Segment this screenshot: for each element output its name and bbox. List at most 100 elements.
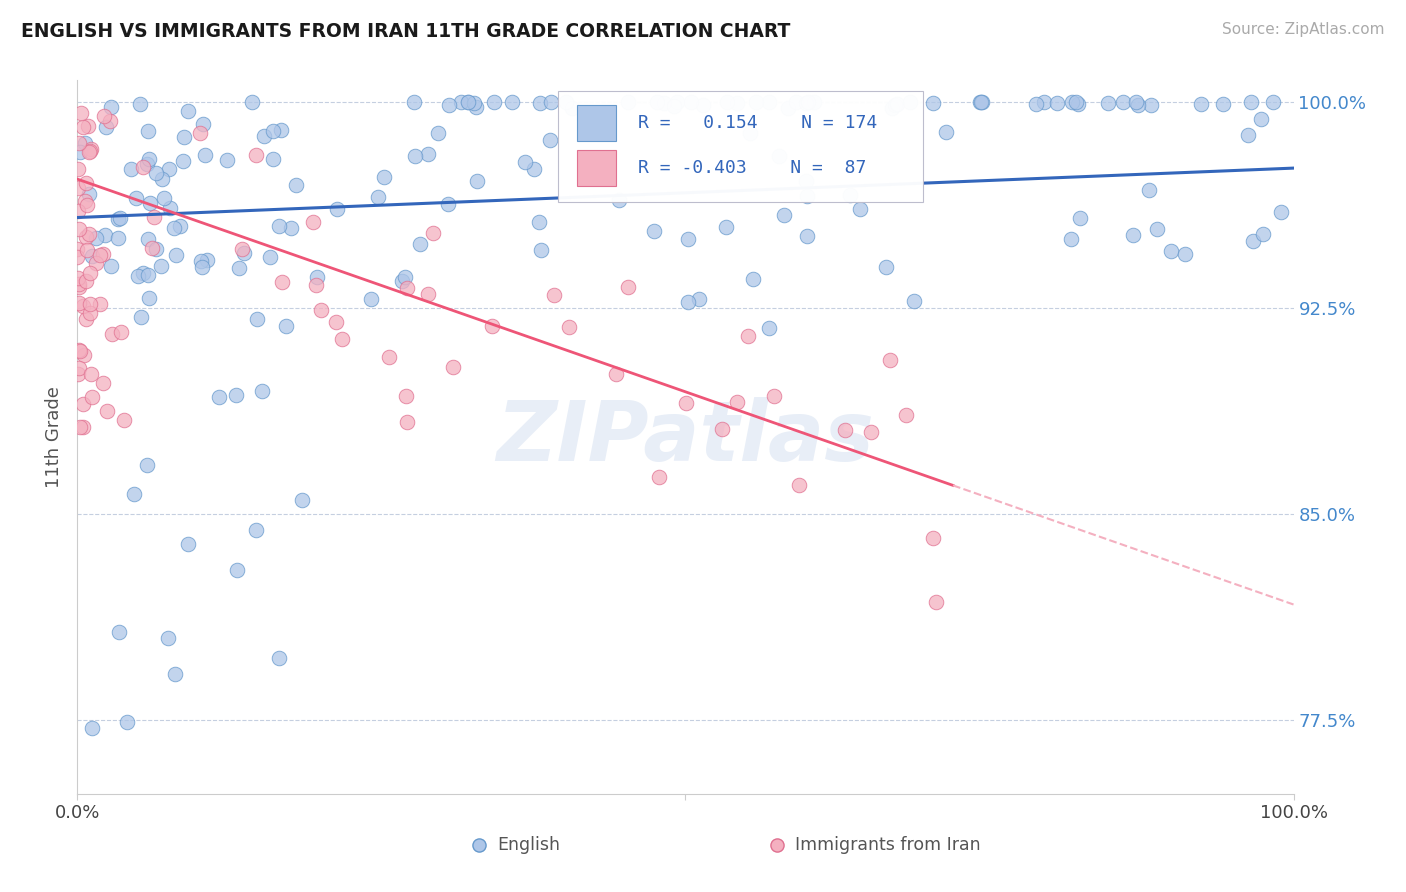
- Point: [530, 243, 553, 257]
- Point: [330, 332, 353, 346]
- Point: [1060, 95, 1083, 110]
- Point: [259, 250, 281, 264]
- Point: [540, 95, 562, 110]
- Point: [1025, 96, 1047, 111]
- Point: [797, 95, 820, 110]
- Point: [725, 394, 748, 409]
- Point: [970, 95, 993, 110]
- Point: [758, 95, 780, 110]
- Point: [886, 96, 908, 111]
- Point: [360, 292, 382, 306]
- Point: [457, 95, 479, 110]
- Point: [1137, 183, 1160, 197]
- Point: [894, 408, 917, 422]
- Point: [725, 96, 748, 111]
- Point: [1250, 112, 1272, 126]
- Point: [617, 279, 640, 293]
- Point: [66, 250, 89, 264]
- Text: R =   0.154    N = 174: R = 0.154 N = 174: [638, 114, 877, 132]
- Point: [513, 154, 536, 169]
- Point: [935, 124, 957, 138]
- Point: [1128, 98, 1150, 112]
- Point: [276, 319, 298, 334]
- Point: [66, 242, 89, 256]
- Point: [127, 269, 149, 284]
- Point: [744, 95, 766, 110]
- Point: [395, 415, 418, 429]
- Point: [245, 523, 267, 537]
- Point: [776, 101, 799, 115]
- Point: [76, 198, 98, 212]
- Point: [165, 248, 187, 262]
- Point: [193, 148, 215, 162]
- Point: [191, 260, 214, 274]
- Point: [1146, 222, 1168, 236]
- Point: [1270, 204, 1292, 219]
- Point: [225, 563, 247, 577]
- Point: [138, 292, 160, 306]
- Point: [409, 237, 432, 252]
- Point: [108, 211, 131, 226]
- Point: [79, 145, 101, 159]
- Point: [450, 95, 472, 110]
- Point: [834, 423, 856, 437]
- Text: ENGLISH VS IMMIGRANTS FROM IRAN 11TH GRADE CORRELATION CHART: ENGLISH VS IMMIGRANTS FROM IRAN 11TH GRA…: [21, 22, 790, 41]
- Point: [149, 259, 172, 273]
- Point: [77, 187, 100, 202]
- Point: [762, 389, 785, 403]
- Point: [373, 170, 395, 185]
- Point: [404, 148, 426, 162]
- Point: [67, 136, 90, 150]
- Point: [195, 252, 218, 267]
- Point: [250, 384, 273, 399]
- Point: [100, 326, 122, 341]
- Point: [73, 348, 96, 362]
- Point: [269, 651, 291, 665]
- Point: [465, 100, 488, 114]
- Point: [325, 315, 347, 329]
- Point: [79, 297, 101, 311]
- Point: [1160, 244, 1182, 258]
- Point: [138, 268, 160, 283]
- Point: [1097, 95, 1119, 110]
- Point: [215, 153, 238, 168]
- Point: [378, 351, 401, 365]
- Point: [150, 172, 173, 186]
- Point: [710, 422, 733, 436]
- Point: [652, 96, 675, 111]
- Text: English: English: [496, 837, 560, 855]
- Point: [884, 98, 907, 112]
- Point: [501, 95, 523, 110]
- Point: [115, 714, 138, 729]
- Point: [80, 367, 103, 381]
- Point: [75, 230, 97, 244]
- Point: [80, 391, 103, 405]
- Point: [107, 212, 129, 227]
- Point: [270, 275, 292, 289]
- Text: R = -0.403    N =  87: R = -0.403 N = 87: [638, 159, 866, 177]
- Point: [136, 124, 159, 138]
- Point: [142, 211, 165, 225]
- Point: [1212, 97, 1234, 112]
- Point: [773, 208, 796, 222]
- Point: [422, 226, 444, 240]
- Point: [481, 319, 503, 334]
- Point: [84, 256, 107, 270]
- Point: [100, 260, 122, 274]
- Point: [465, 174, 488, 188]
- Point: [69, 145, 91, 160]
- Point: [523, 162, 546, 177]
- Point: [69, 344, 91, 359]
- Point: [645, 95, 668, 110]
- Point: [879, 352, 901, 367]
- Point: [921, 532, 943, 546]
- Point: [394, 270, 416, 285]
- Point: [270, 123, 292, 137]
- Point: [136, 232, 159, 246]
- Point: [737, 328, 759, 343]
- Point: [558, 320, 581, 334]
- Point: [1251, 227, 1274, 241]
- Point: [173, 154, 195, 169]
- Point: [120, 162, 142, 177]
- Point: [70, 105, 93, 120]
